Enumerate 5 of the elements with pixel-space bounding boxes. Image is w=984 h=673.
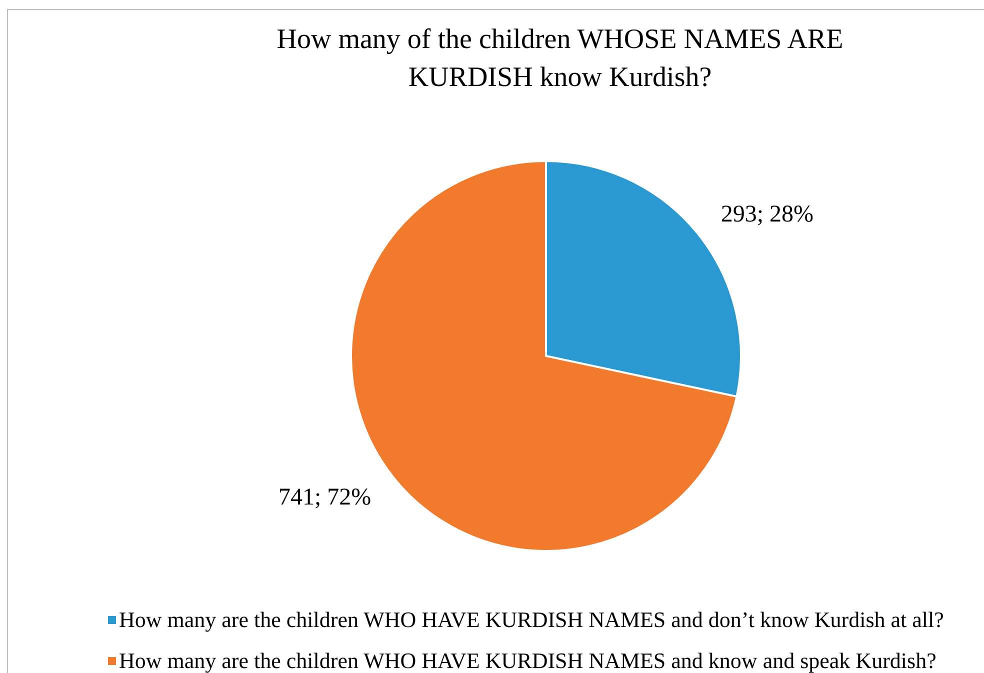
chart-title: How many of the children WHOSE NAMES ARE KURDISH know Kurdish? [276,23,844,95]
legend-label: How many are the children WHO HAVE KURDISH NAMES and know and speak Kurdish? [119,648,936,673]
data-label: 293; 28% [720,201,814,228]
data-label: 741; 72% [278,484,372,511]
legend-label: How many are the children WHO HAVE KURDISH NAMES and don’t know Kurdish at all? [119,607,944,632]
